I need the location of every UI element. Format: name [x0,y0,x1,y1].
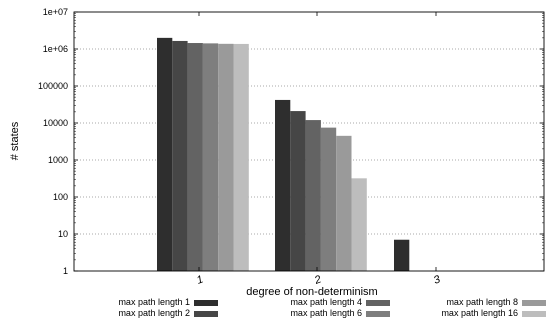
legend-label: max path length 16 [441,308,518,318]
y-tick-label: 1e+07 [43,7,68,17]
y-tick-label: 1000 [48,155,68,165]
bar-1-1 [157,37,173,271]
x-tick-label: 1 [195,273,205,286]
y-tick-label: 10000 [43,118,68,128]
bar-3-1 [394,239,410,271]
y-tick-labels: 1 10 100 1000 10000 100000 1e+06 1e+07 [38,7,68,276]
x-tick-labels: 1 2 3 [195,273,443,287]
bar-2-4 [320,127,337,271]
legend-label: max path length 4 [290,297,362,307]
bar-2-6 [351,178,367,271]
legend-label: max path length 2 [118,308,190,318]
legend-swatch [366,300,390,306]
bar-1-5 [218,43,234,271]
plot-frame [73,11,545,272]
bar-1-4 [202,43,219,272]
legend-label: max path length 6 [290,308,362,318]
bar-2-5 [336,135,352,271]
legend-label: max path length 8 [446,297,518,307]
legend-label: max path length 1 [118,297,190,307]
legend-swatch [194,311,218,317]
x-tick-label: 3 [432,273,443,287]
bar-2-1 [275,99,291,271]
legend-swatch [194,300,218,306]
y-tick-label: 1 [63,266,68,276]
y-tick-label: 10 [58,229,68,239]
bar-2-2 [290,111,306,272]
bar-1-6 [233,43,249,271]
legend-swatch [366,311,390,317]
y-tick-label: 1e+06 [43,44,68,54]
legend-swatch [522,300,546,306]
bar-2-3 [305,120,321,271]
x-tick-label: 2 [312,273,323,287]
axes [73,11,545,272]
y-tick-label: 100000 [38,81,68,91]
y-axis-title: # states [9,121,21,160]
x-axis-title: degree of non-determinism [246,286,377,298]
legend-swatch [522,311,546,317]
bar-1-3 [187,43,203,271]
bar-1-2 [172,40,188,271]
y-tick-label: 100 [53,192,68,202]
bars [157,37,410,272]
